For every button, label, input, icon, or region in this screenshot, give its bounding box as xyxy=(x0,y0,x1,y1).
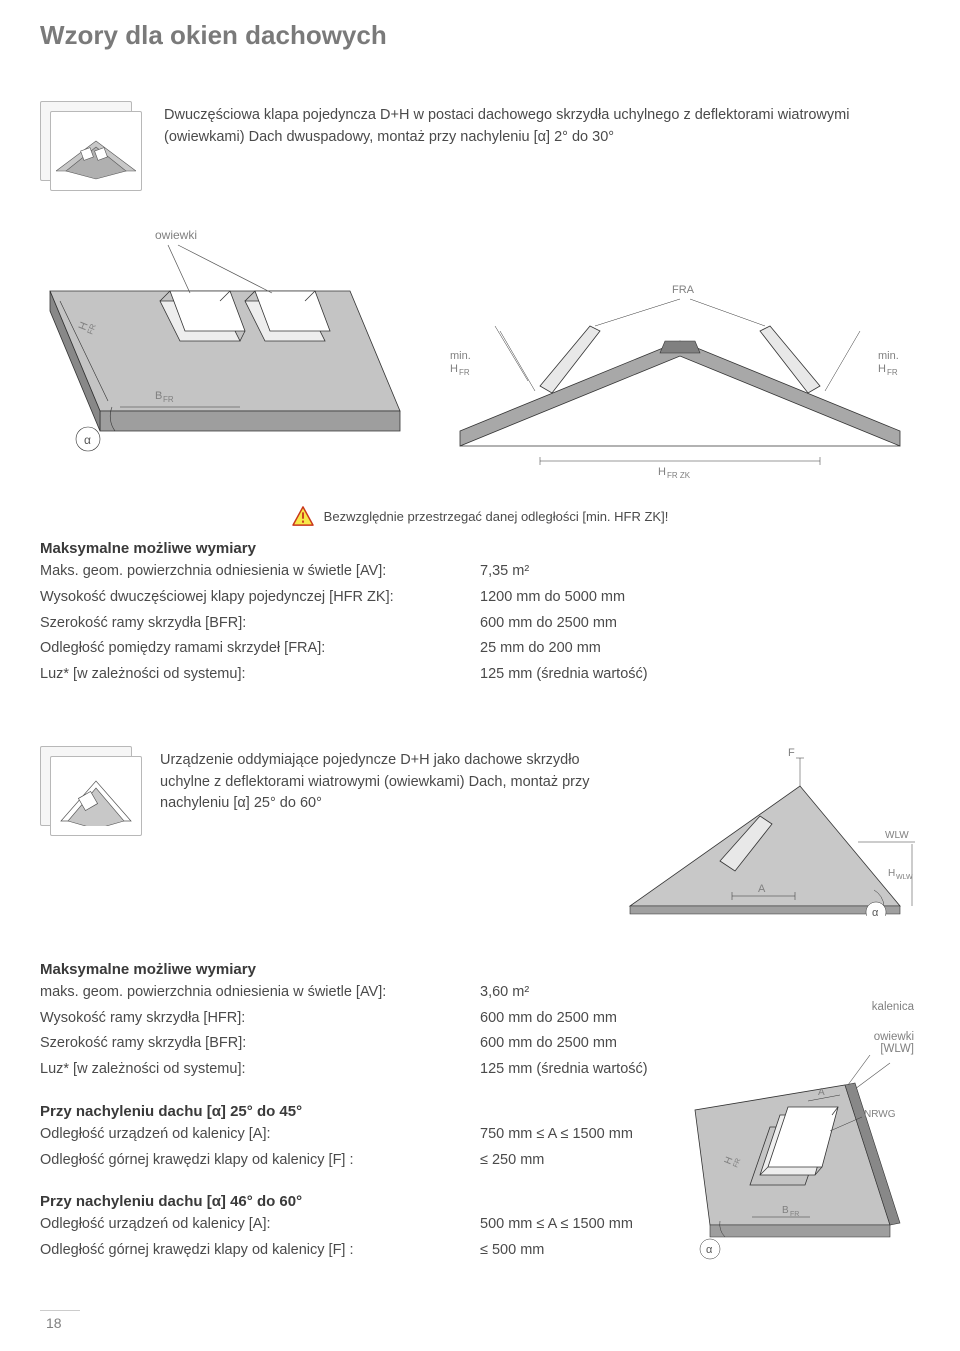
page-number: 18 xyxy=(40,1310,80,1331)
spec-value: 1200 mm do 5000 mm xyxy=(480,587,920,609)
svg-text:α: α xyxy=(706,1244,713,1256)
svg-text:F: F xyxy=(788,747,795,759)
warning-icon xyxy=(292,506,314,526)
spec-label: Luz* [w zależności od systemu]: xyxy=(40,1059,480,1081)
section1-spec-heading: Maksymalne możliwe wymiary xyxy=(40,540,920,557)
svg-text:H: H xyxy=(450,363,458,375)
section2-spec-table: maks. geom. powierzchnia odniesienia w ś… xyxy=(40,982,666,1081)
svg-text:WLW: WLW xyxy=(885,830,909,841)
svg-text:FR: FR xyxy=(459,368,470,377)
svg-text:NRWG: NRWG xyxy=(864,1109,896,1120)
spec-label: Szerokość ramy skrzydła [BFR]: xyxy=(40,613,480,635)
spec-value: 125 mm (średnia wartość) xyxy=(480,664,920,686)
svg-text:FRA: FRA xyxy=(672,284,695,296)
spec-value: 500 mm ≤ A ≤ 1500 mm xyxy=(480,1214,666,1236)
label-kalenica: kalenica xyxy=(690,1001,920,1013)
page-title: Wzory dla okien dachowych xyxy=(40,20,920,51)
warning-text: Bezwzględnie przestrzegać danej odległoś… xyxy=(324,509,669,524)
svg-text:min.: min. xyxy=(450,350,471,362)
section2-thumb xyxy=(40,746,140,836)
spec-value: 600 mm do 2500 mm xyxy=(480,613,920,635)
label-wlw-bracket: [WLW] xyxy=(690,1043,920,1055)
section-1: Dwuczęściowa klapa pojedyncza D+H w post… xyxy=(40,101,920,686)
spec-label: Odległość urządzeń od kalenicy [A]: xyxy=(40,1214,480,1236)
spec-value: 3,60 m² xyxy=(480,982,666,1004)
spec-value: 125 mm (średnia wartość) xyxy=(480,1059,666,1081)
svg-text:H: H xyxy=(658,466,666,478)
spec-label: Odległość górnej krawędzi klapy od kalen… xyxy=(40,1240,480,1262)
svg-text:B: B xyxy=(782,1205,789,1216)
svg-text:A: A xyxy=(818,1087,825,1098)
svg-text:A: A xyxy=(758,883,766,895)
section2-diagram-side: F A WLW HWLW α xyxy=(620,746,920,916)
svg-text:H: H xyxy=(888,868,895,879)
warning-row: Bezwzględnie przestrzegać danej odległoś… xyxy=(40,506,920,526)
label-owiewki: owiewki xyxy=(690,1031,920,1043)
section2-group3-heading: Przy nachyleniu dachu [α] 46° do 60° xyxy=(40,1193,666,1210)
spec-label: Odległość urządzeń od kalenicy [A]: xyxy=(40,1124,480,1146)
label-owiewki: owiewki xyxy=(155,228,197,242)
spec-value: 750 mm ≤ A ≤ 1500 mm xyxy=(480,1124,666,1146)
spec-label: Szerokość ramy skrzydła [BFR]: xyxy=(40,1033,480,1055)
section2-diagram-iso: A NRWG H FR BFR α xyxy=(690,1055,920,1265)
spec-value: ≤ 500 mm xyxy=(480,1240,666,1262)
section2-group3-table: Odległość urządzeń od kalenicy [A]: 500 … xyxy=(40,1214,666,1262)
svg-text:min.: min. xyxy=(878,350,899,362)
section-2: Urządzenie oddymiające pojedyncze D+H ja… xyxy=(40,746,920,1270)
spec-label: Maks. geom. powierzchnia odniesienia w ś… xyxy=(40,561,480,583)
spec-label: Odległość pomiędzy ramami skrzydeł [FRA]… xyxy=(40,638,480,660)
section2-group2-heading: Przy nachyleniu dachu [α] 25° do 45° xyxy=(40,1103,666,1120)
svg-text:B: B xyxy=(155,390,162,402)
spec-value: 25 mm do 200 mm xyxy=(480,638,920,660)
spec-label: Luz* [w zależności od systemu]: xyxy=(40,664,480,686)
section2-group2-table: Odległość urządzeń od kalenicy [A]: 750 … xyxy=(40,1124,666,1172)
spec-label: Odległość górnej krawędzi klapy od kalen… xyxy=(40,1150,480,1172)
svg-text:α: α xyxy=(872,907,879,916)
section2-spec-heading: Maksymalne możliwe wymiary xyxy=(40,961,666,978)
svg-text:α: α xyxy=(84,433,91,447)
section1-description: Dwuczęściowa klapa pojedyncza D+H w post… xyxy=(164,101,920,149)
roof-thumb-icon xyxy=(56,766,136,826)
svg-text:FR ZK: FR ZK xyxy=(667,471,691,480)
section1-thumb xyxy=(40,101,140,191)
svg-text:H: H xyxy=(878,363,886,375)
spec-value: 7,35 m² xyxy=(480,561,920,583)
spec-value: 600 mm do 2500 mm xyxy=(480,1033,666,1055)
svg-text:WLW: WLW xyxy=(896,874,913,881)
section2-description: Urządzenie oddymiające pojedyncze D+H ja… xyxy=(160,746,600,815)
spec-value: 600 mm do 2500 mm xyxy=(480,1008,666,1030)
spec-label: Wysokość dwuczęściowej klapy pojedynczej… xyxy=(40,587,480,609)
svg-text:FR: FR xyxy=(163,395,174,404)
section1-diagram: owiewki H FR xyxy=(40,221,920,481)
svg-text:FR: FR xyxy=(887,368,898,377)
spec-value: ≤ 250 mm xyxy=(480,1150,666,1172)
roof-thumb-icon xyxy=(56,121,136,181)
section1-spec-table: Maks. geom. powierzchnia odniesienia w ś… xyxy=(40,561,920,686)
spec-label: Wysokość ramy skrzydła [HFR]: xyxy=(40,1008,480,1030)
spec-label: maks. geom. powierzchnia odniesienia w ś… xyxy=(40,982,480,1004)
